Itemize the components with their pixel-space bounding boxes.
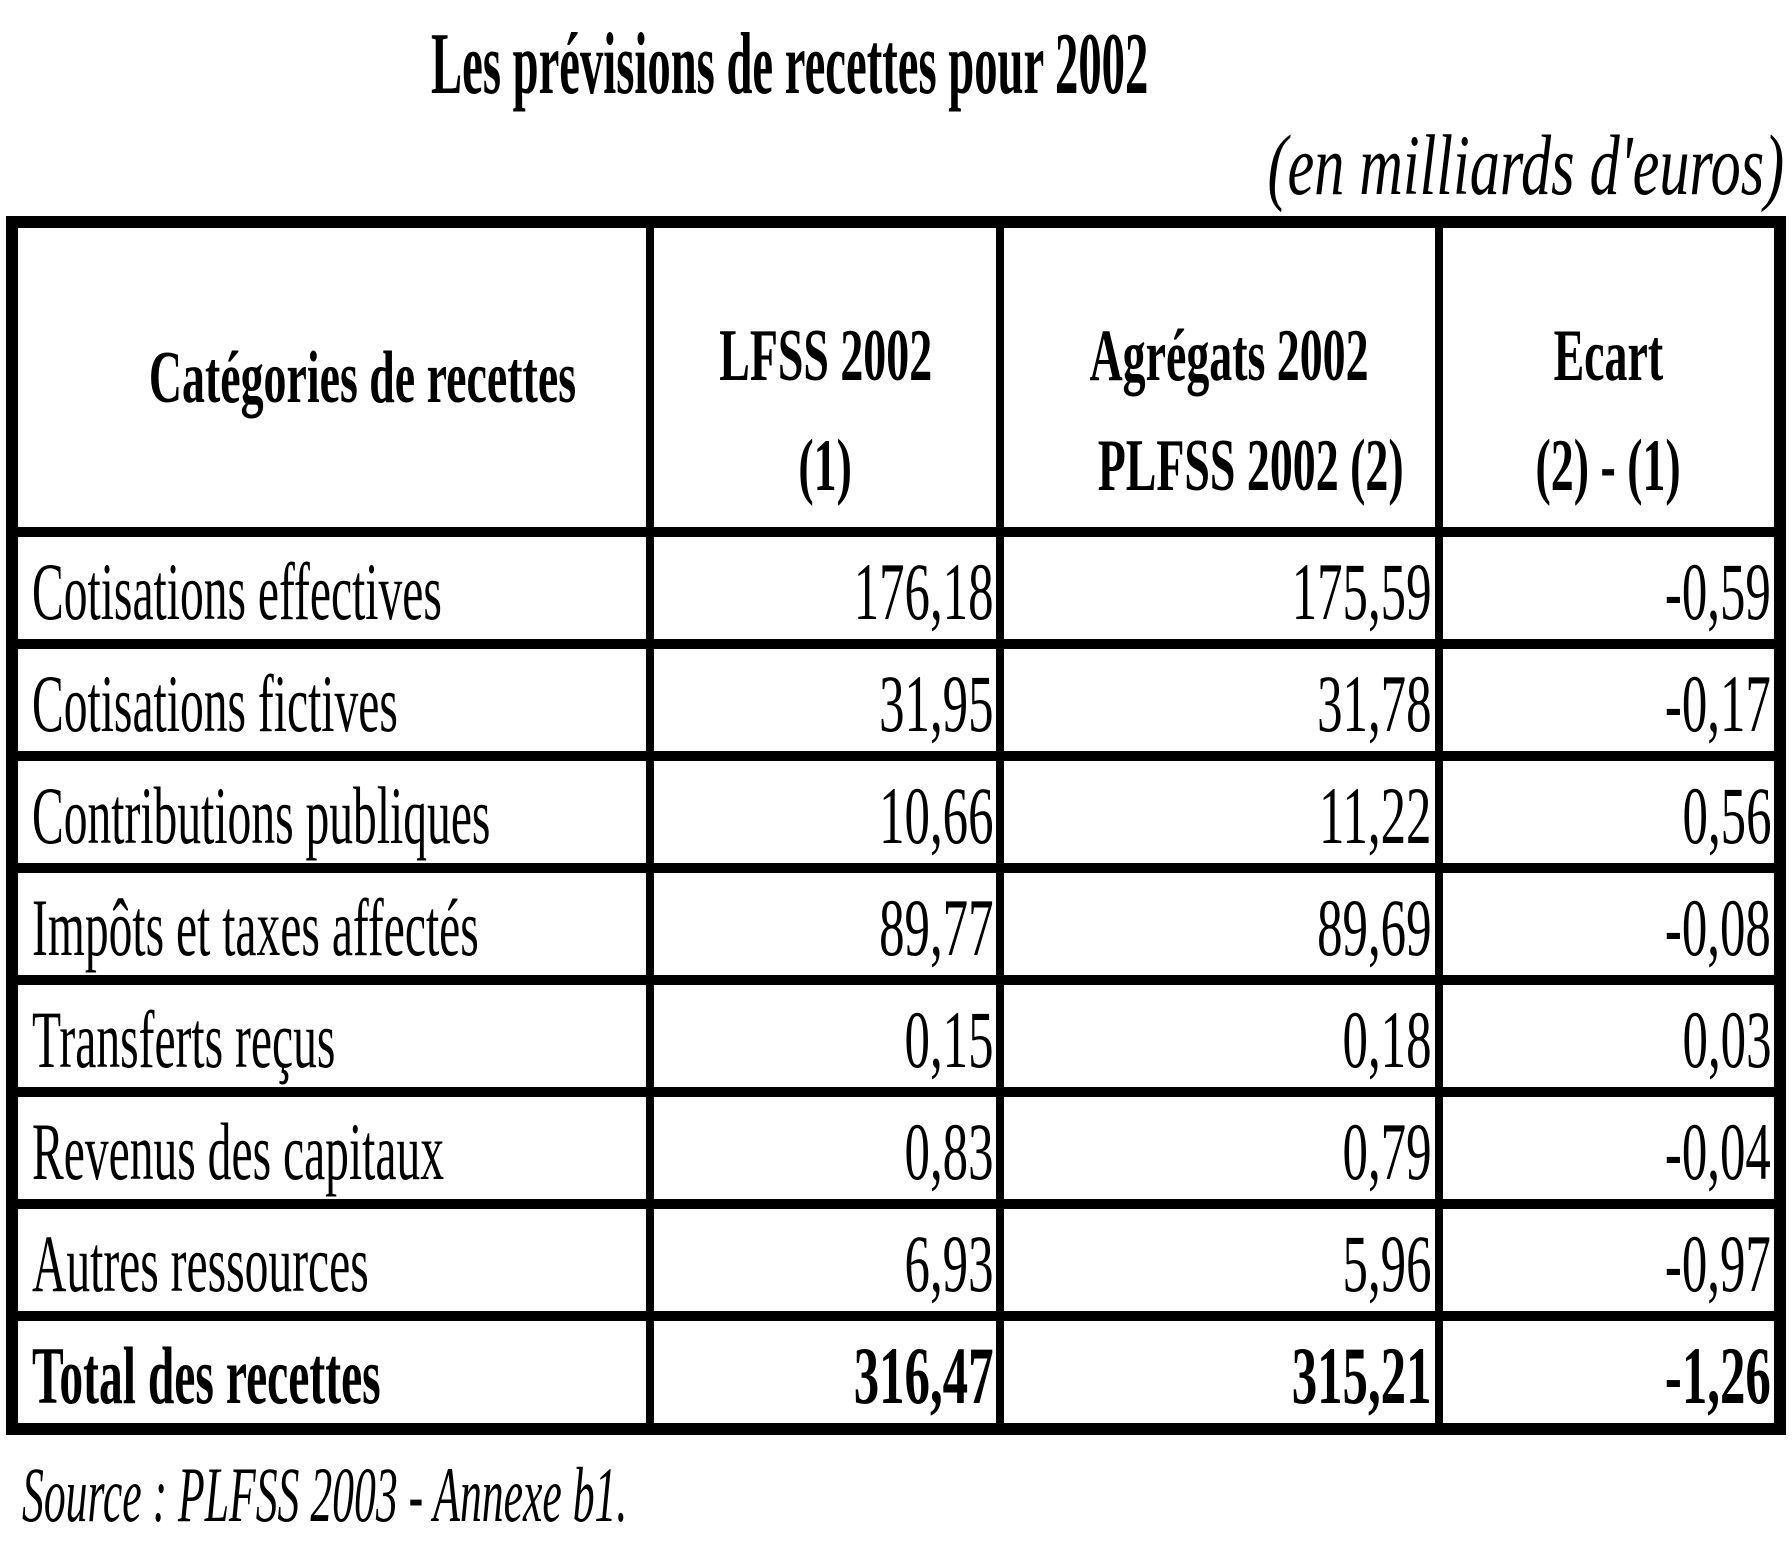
cell-lfss-2002: 0,83 xyxy=(646,1087,1005,1209)
header-lfss-2002-line2: (1) xyxy=(798,424,853,507)
row-label-text: Transferts reçus xyxy=(32,994,336,1085)
cell-agregats-2002: 175,59 xyxy=(996,527,1443,649)
cell-ecart: -1,26 xyxy=(1434,1311,1785,1434)
value-text: 315,21 xyxy=(1291,1330,1432,1421)
value-text: 11,22 xyxy=(1319,770,1432,861)
unit-note: (en milliards d'euros) xyxy=(0,118,1784,212)
row-label-text: Revenus des capitaux xyxy=(32,1106,445,1197)
header-categories: Catégories de recettes xyxy=(7,217,655,537)
cell-ecart: -0,04 xyxy=(1434,1087,1785,1209)
page-title-text: Les prévisions de recettes pour 2002 xyxy=(431,16,1149,113)
cell-lfss-2002: 31,95 xyxy=(646,639,1005,761)
cell-lfss-2002: 89,77 xyxy=(646,863,1005,985)
cell-lfss-2002: 6,93 xyxy=(646,1199,1005,1321)
page-title: Les prévisions de recettes pour 2002 xyxy=(0,14,1792,116)
cell-agregats-2002: 31,78 xyxy=(996,639,1443,761)
value-text: -0,97 xyxy=(1665,1218,1771,1309)
cell-lfss-2002: 176,18 xyxy=(646,527,1005,649)
value-text: 0,56 xyxy=(1682,770,1771,861)
value-text: -1,26 xyxy=(1665,1330,1771,1421)
row-impots-et-taxes-affectes: Impôts et taxes affectés 89,77 89,69 -0,… xyxy=(7,863,1785,985)
header-categories-label: Catégories de recettes xyxy=(148,336,577,419)
header-lfss-2002-line1: LFSS 2002 xyxy=(719,314,933,397)
source-note: Source : PLFSS 2003 - Annexe b1. xyxy=(22,1451,1792,1539)
row-label-text: Cotisations fictives xyxy=(32,658,398,749)
header-row: Catégories de recettes LFSS 2002 (1) Agr… xyxy=(7,217,1785,537)
cell-ecart: -0,59 xyxy=(1434,527,1785,649)
row-label-text: Total des recettes xyxy=(32,1330,381,1421)
revenue-forecast-table: Catégories de recettes LFSS 2002 (1) Agr… xyxy=(6,216,1786,1435)
header-lfss-2002: LFSS 2002 (1) xyxy=(646,217,1005,537)
cell-lfss-2002: 0,15 xyxy=(646,975,1005,1097)
value-text: 176,18 xyxy=(853,546,994,637)
value-text: 6,93 xyxy=(904,1218,994,1309)
row-label-text: Cotisations effectives xyxy=(32,546,442,637)
cell-agregats-2002: 89,69 xyxy=(996,863,1443,985)
row-total-des-recettes: Total des recettes 316,47 315,21 -1,26 xyxy=(7,1311,1785,1434)
value-text: 0,18 xyxy=(1342,994,1432,1085)
value-text: 10,66 xyxy=(878,770,994,861)
cell-label: Cotisations fictives xyxy=(7,639,655,761)
header-agregats-2002: Agrégats 2002 PLFSS 2002 (2) xyxy=(996,217,1443,537)
cell-ecart: -0,08 xyxy=(1434,863,1785,985)
value-text: 0,03 xyxy=(1682,994,1771,1085)
value-text: 31,95 xyxy=(878,658,994,749)
value-text: -0,04 xyxy=(1665,1106,1771,1197)
row-revenus-des-capitaux: Revenus des capitaux 0,83 0,79 -0,04 xyxy=(7,1087,1785,1209)
cell-label: Cotisations effectives xyxy=(7,527,655,649)
value-text: 5,96 xyxy=(1342,1218,1432,1309)
value-text: -0,17 xyxy=(1665,658,1771,749)
document-page: Les prévisions de recettes pour 2002 (en… xyxy=(0,14,1792,1548)
cell-agregats-2002: 5,96 xyxy=(996,1199,1443,1321)
row-label-text: Impôts et taxes affectés xyxy=(32,882,479,973)
unit-note-text: (en milliards d'euros) xyxy=(1267,117,1784,213)
row-label-text: Autres ressources xyxy=(32,1218,369,1309)
cell-ecart: -0,17 xyxy=(1434,639,1785,761)
cell-agregats-2002: 11,22 xyxy=(996,751,1443,873)
value-text: 316,47 xyxy=(853,1330,994,1421)
value-text: -0,08 xyxy=(1665,882,1771,973)
header-ecart-line2: (2) - (1) xyxy=(1535,424,1681,507)
row-contributions-publiques: Contributions publiques 10,66 11,22 0,56 xyxy=(7,751,1785,873)
cell-ecart: -0,97 xyxy=(1434,1199,1785,1321)
row-label-text: Contributions publiques xyxy=(32,770,491,861)
source-note-text: Source : PLFSS 2003 - Annexe b1. xyxy=(22,1451,628,1538)
cell-label: Revenus des capitaux xyxy=(7,1087,655,1209)
cell-label: Autres ressources xyxy=(7,1199,655,1321)
value-text: -0,59 xyxy=(1665,546,1771,637)
value-text: 0,15 xyxy=(904,994,994,1085)
row-autres-ressources: Autres ressources 6,93 5,96 -0,97 xyxy=(7,1199,1785,1321)
cell-ecart: 0,03 xyxy=(1434,975,1785,1097)
row-cotisations-effectives: Cotisations effectives 176,18 175,59 -0,… xyxy=(7,527,1785,649)
value-text: 0,83 xyxy=(904,1106,994,1197)
cell-ecart: 0,56 xyxy=(1434,751,1785,873)
cell-lfss-2002: 316,47 xyxy=(646,1311,1005,1434)
value-text: 175,59 xyxy=(1291,546,1432,637)
row-transferts-recus: Transferts reçus 0,15 0,18 0,03 xyxy=(7,975,1785,1097)
cell-label: Contributions publiques xyxy=(7,751,655,873)
row-cotisations-fictives: Cotisations fictives 31,95 31,78 -0,17 xyxy=(7,639,1785,761)
header-agregats-2002-line1: Agrégats 2002 xyxy=(1089,314,1369,397)
header-agregats-2002-line2: PLFSS 2002 (2) xyxy=(1098,424,1404,507)
cell-lfss-2002: 10,66 xyxy=(646,751,1005,873)
header-ecart-line1: Ecart xyxy=(1553,314,1664,397)
value-text: 31,78 xyxy=(1317,658,1432,749)
cell-label: Transferts reçus xyxy=(7,975,655,1097)
cell-agregats-2002: 0,79 xyxy=(996,1087,1443,1209)
header-ecart: Ecart (2) - (1) xyxy=(1434,217,1785,537)
cell-agregats-2002: 0,18 xyxy=(996,975,1443,1097)
value-text: 89,69 xyxy=(1317,882,1432,973)
cell-agregats-2002: 315,21 xyxy=(996,1311,1443,1434)
value-text: 0,79 xyxy=(1342,1106,1432,1197)
cell-label: Impôts et taxes affectés xyxy=(7,863,655,985)
cell-label: Total des recettes xyxy=(7,1311,655,1434)
value-text: 89,77 xyxy=(878,882,994,973)
